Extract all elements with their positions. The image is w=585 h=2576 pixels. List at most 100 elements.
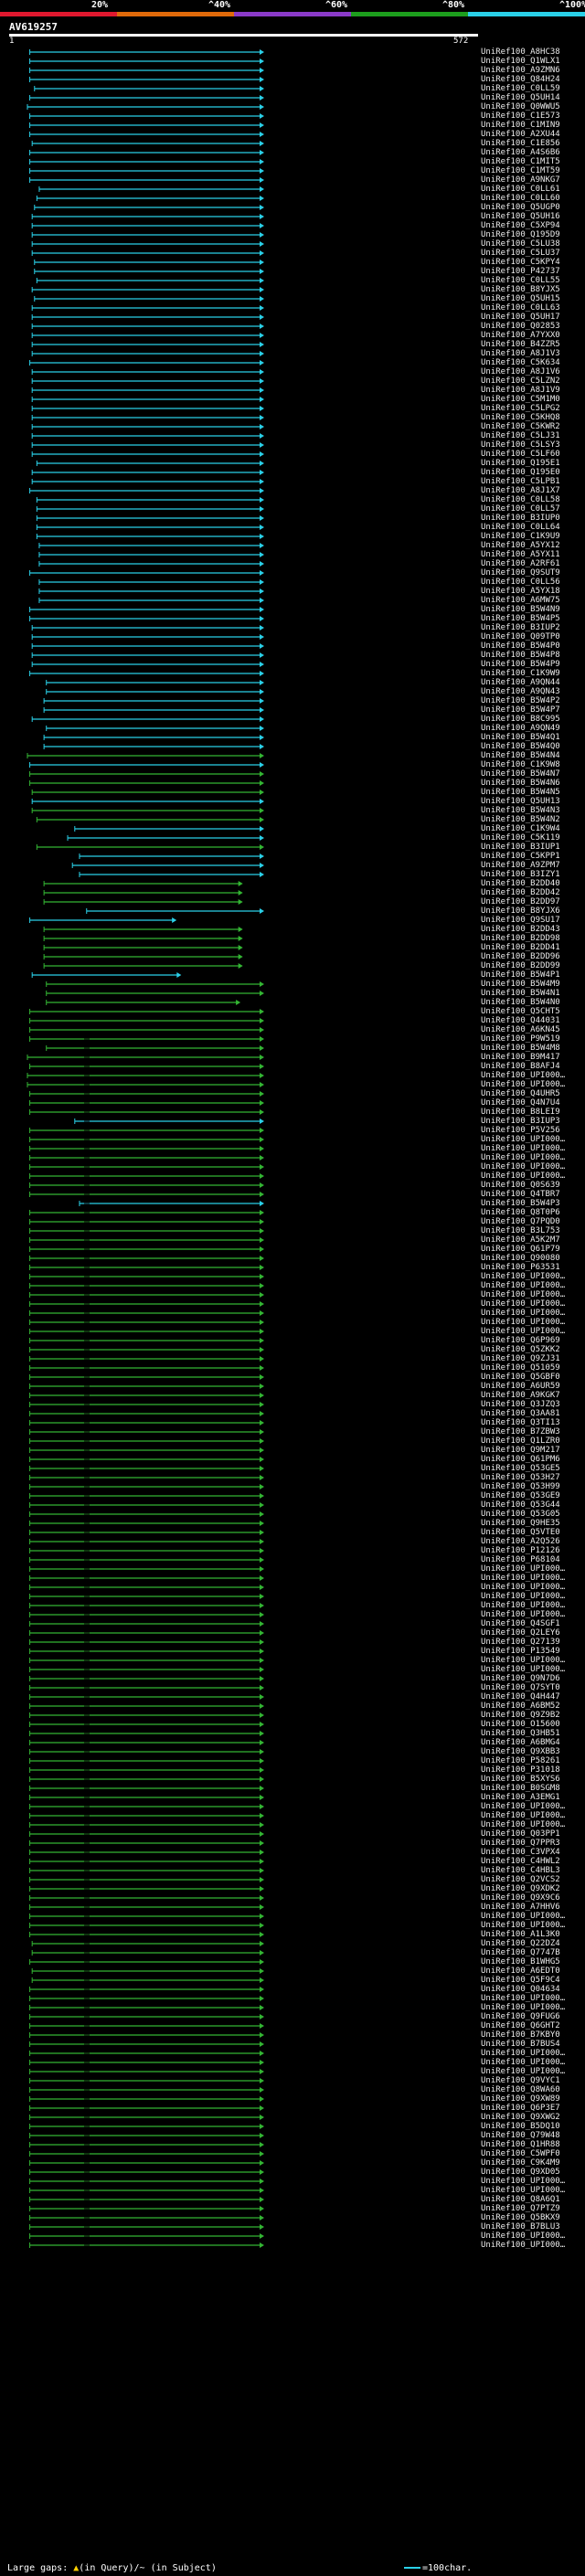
- hit-label[interactable]: UniRef100_B5DQ10: [481, 2122, 560, 2131]
- hit-label[interactable]: UniRef100_C0LL61: [481, 185, 560, 194]
- hit-label[interactable]: UniRef100_Q1LZR0: [481, 1436, 560, 1446]
- hit-label[interactable]: UniRef100_UPI000…: [481, 1153, 566, 1162]
- hit-label[interactable]: UniRef100_P9W519: [481, 1034, 560, 1044]
- hit-label[interactable]: UniRef100_Q5VTE0: [481, 1528, 560, 1537]
- hit-label[interactable]: UniRef100_UPI000…: [481, 1135, 566, 1144]
- hit-label[interactable]: UniRef100_UPI000…: [481, 1327, 566, 1336]
- hit-label[interactable]: UniRef100_UPI000…: [481, 1601, 566, 1610]
- hit-label[interactable]: UniRef100_Q9FUG6: [481, 2012, 560, 2021]
- hit-label[interactable]: UniRef100_UPI000…: [481, 1802, 566, 1811]
- hit-label[interactable]: UniRef100_A9ZPM7: [481, 861, 560, 870]
- hit-label[interactable]: UniRef100_A8J1X7: [481, 486, 560, 495]
- hit-label[interactable]: UniRef100_Q3HB51: [481, 1729, 560, 1738]
- hit-label[interactable]: UniRef100_A5YX12: [481, 541, 560, 550]
- hit-label[interactable]: UniRef100_Q53G05: [481, 1510, 560, 1519]
- hit-label[interactable]: UniRef100_B8YJX5: [481, 285, 560, 294]
- hit-label[interactable]: UniRef100_C5K634: [481, 358, 560, 367]
- hit-label[interactable]: UniRef100_UPI000…: [481, 2049, 566, 2058]
- hit-label[interactable]: UniRef100_Q3TI13: [481, 1418, 560, 1427]
- hit-label[interactable]: UniRef100_Q5UH15: [481, 294, 560, 303]
- hit-label[interactable]: UniRef100_C1K9W8: [481, 760, 560, 769]
- hit-label[interactable]: UniRef100_UPI000…: [481, 1144, 566, 1153]
- hit-label[interactable]: UniRef100_UPI000…: [481, 1574, 566, 1583]
- hit-label[interactable]: UniRef100_B3L753: [481, 1226, 560, 1235]
- hit-label[interactable]: UniRef100_Q04634: [481, 1985, 560, 1994]
- hit-label[interactable]: UniRef100_C1E573: [481, 111, 560, 121]
- hit-label[interactable]: UniRef100_B3IUP3: [481, 1117, 560, 1126]
- hit-label[interactable]: UniRef100_Q9SU17: [481, 916, 560, 925]
- hit-label[interactable]: UniRef100_Q195D9: [481, 230, 560, 239]
- hit-label[interactable]: UniRef100_UPI000…: [481, 1820, 566, 1829]
- hit-label[interactable]: UniRef100_P5V256: [481, 1126, 560, 1135]
- hit-label[interactable]: UniRef100_P12126: [481, 1546, 560, 1555]
- hit-label[interactable]: UniRef100_B5W4P2: [481, 696, 560, 705]
- hit-label[interactable]: UniRef100_Q9N7D6: [481, 1674, 560, 1683]
- hit-label[interactable]: UniRef100_A2Q526: [481, 1537, 560, 1546]
- hit-label[interactable]: UniRef100_C1K9W9: [481, 669, 560, 678]
- hit-label[interactable]: UniRef100_UPI000…: [481, 1080, 566, 1089]
- hit-label[interactable]: UniRef100_B4ZZR5: [481, 340, 560, 349]
- hit-label[interactable]: UniRef100_B5W4P9: [481, 660, 560, 669]
- hit-label[interactable]: UniRef100_Q61PM6: [481, 1455, 560, 1464]
- hit-label[interactable]: UniRef100_C5LSY3: [481, 440, 560, 450]
- hit-label[interactable]: UniRef100_Q4SGF1: [481, 1619, 560, 1628]
- hit-label[interactable]: UniRef100_A9NKG7: [481, 175, 560, 185]
- hit-label[interactable]: UniRef100_UPI000…: [481, 2241, 566, 2250]
- hit-label[interactable]: UniRef100_UPI000…: [481, 1290, 566, 1299]
- hit-label[interactable]: UniRef100_Q2LEY6: [481, 1628, 560, 1638]
- hit-label[interactable]: UniRef100_Q4H447: [481, 1692, 560, 1701]
- hit-label[interactable]: UniRef100_A6BMG4: [481, 1738, 560, 1747]
- hit-label[interactable]: UniRef100_P13549: [481, 1647, 560, 1656]
- hit-label[interactable]: UniRef100_A6BM52: [481, 1701, 560, 1711]
- hit-label[interactable]: UniRef100_A9QN44: [481, 678, 560, 687]
- hit-label[interactable]: UniRef100_B7ZBW3: [481, 1427, 560, 1436]
- hit-label[interactable]: UniRef100_A9KGK7: [481, 1391, 560, 1400]
- hit-label[interactable]: UniRef100_C5K119: [481, 833, 560, 843]
- hit-label[interactable]: UniRef100_C0LL57: [481, 504, 560, 514]
- hit-label[interactable]: UniRef100_Q9XD05: [481, 2168, 560, 2177]
- hit-label[interactable]: UniRef100_Q5UH16: [481, 212, 560, 221]
- hit-label[interactable]: UniRef100_Q90080: [481, 1254, 560, 1263]
- hit-label[interactable]: UniRef100_Q03PP1: [481, 1829, 560, 1839]
- hit-label[interactable]: UniRef100_Q61P79: [481, 1245, 560, 1254]
- hit-label[interactable]: UniRef100_UPI000…: [481, 1656, 566, 1665]
- hit-label[interactable]: UniRef100_B2DD41: [481, 943, 560, 952]
- hit-label[interactable]: UniRef100_C1K9U9: [481, 532, 560, 541]
- hit-label[interactable]: UniRef100_C9K4M9: [481, 2158, 560, 2168]
- hit-label[interactable]: UniRef100_Q0WWU5: [481, 102, 560, 111]
- hit-label[interactable]: UniRef100_Q6GHT2: [481, 2021, 560, 2030]
- hit-label[interactable]: UniRef100_B5XYS6: [481, 1775, 560, 1784]
- hit-label[interactable]: UniRef100_UPI000…: [481, 1583, 566, 1592]
- hit-label[interactable]: UniRef100_Q27139: [481, 1638, 560, 1647]
- hit-label[interactable]: UniRef100_UPI000…: [481, 2067, 566, 2076]
- hit-label[interactable]: UniRef100_P68104: [481, 1555, 560, 1564]
- hit-label[interactable]: UniRef100_C5KPP1: [481, 852, 560, 861]
- hit-label[interactable]: UniRef100_A4S6B6: [481, 148, 560, 157]
- hit-label[interactable]: UniRef100_Q8T0P6: [481, 1208, 560, 1217]
- hit-label[interactable]: UniRef100_C0LL63: [481, 303, 560, 313]
- hit-label[interactable]: UniRef100_Q5CHT5: [481, 1007, 560, 1016]
- hit-label[interactable]: UniRef100_Q5UH14: [481, 93, 560, 102]
- hit-label[interactable]: UniRef100_UPI000…: [481, 2177, 566, 2186]
- hit-label[interactable]: UniRef100_C5XP94: [481, 221, 560, 230]
- hit-label[interactable]: UniRef100_Q02853: [481, 322, 560, 331]
- hit-label[interactable]: UniRef100_B5W4N3: [481, 806, 560, 815]
- hit-label[interactable]: UniRef100_Q5GBF0: [481, 1373, 560, 1382]
- hit-label[interactable]: UniRef100_B1WHG5: [481, 1957, 560, 1966]
- hit-label[interactable]: UniRef100_A8J1V3: [481, 349, 560, 358]
- hit-label[interactable]: UniRef100_UPI000…: [481, 2058, 566, 2067]
- hit-label[interactable]: UniRef100_UPI000…: [481, 1299, 566, 1309]
- hit-label[interactable]: UniRef100_UPI000…: [481, 1309, 566, 1318]
- hit-label[interactable]: UniRef100_C4HWL2: [481, 1857, 560, 1866]
- hit-label[interactable]: UniRef100_Q8WA60: [481, 2085, 560, 2094]
- hit-label[interactable]: UniRef100_C5KHQ8: [481, 413, 560, 422]
- hit-label[interactable]: UniRef100_UPI000…: [481, 1610, 566, 1619]
- hit-label[interactable]: UniRef100_C0LL59: [481, 84, 560, 93]
- hit-label[interactable]: UniRef100_B7BLU3: [481, 2222, 560, 2231]
- hit-label[interactable]: UniRef100_Q0S639: [481, 1181, 560, 1190]
- hit-label[interactable]: UniRef100_C0LL56: [481, 578, 560, 587]
- hit-label[interactable]: UniRef100_Q53GE5: [481, 1464, 560, 1473]
- hit-label[interactable]: UniRef100_C5LPG2: [481, 404, 560, 413]
- hit-label[interactable]: UniRef100_Q6P3E7: [481, 2104, 560, 2113]
- hit-label[interactable]: UniRef100_C5WPF0: [481, 2149, 560, 2158]
